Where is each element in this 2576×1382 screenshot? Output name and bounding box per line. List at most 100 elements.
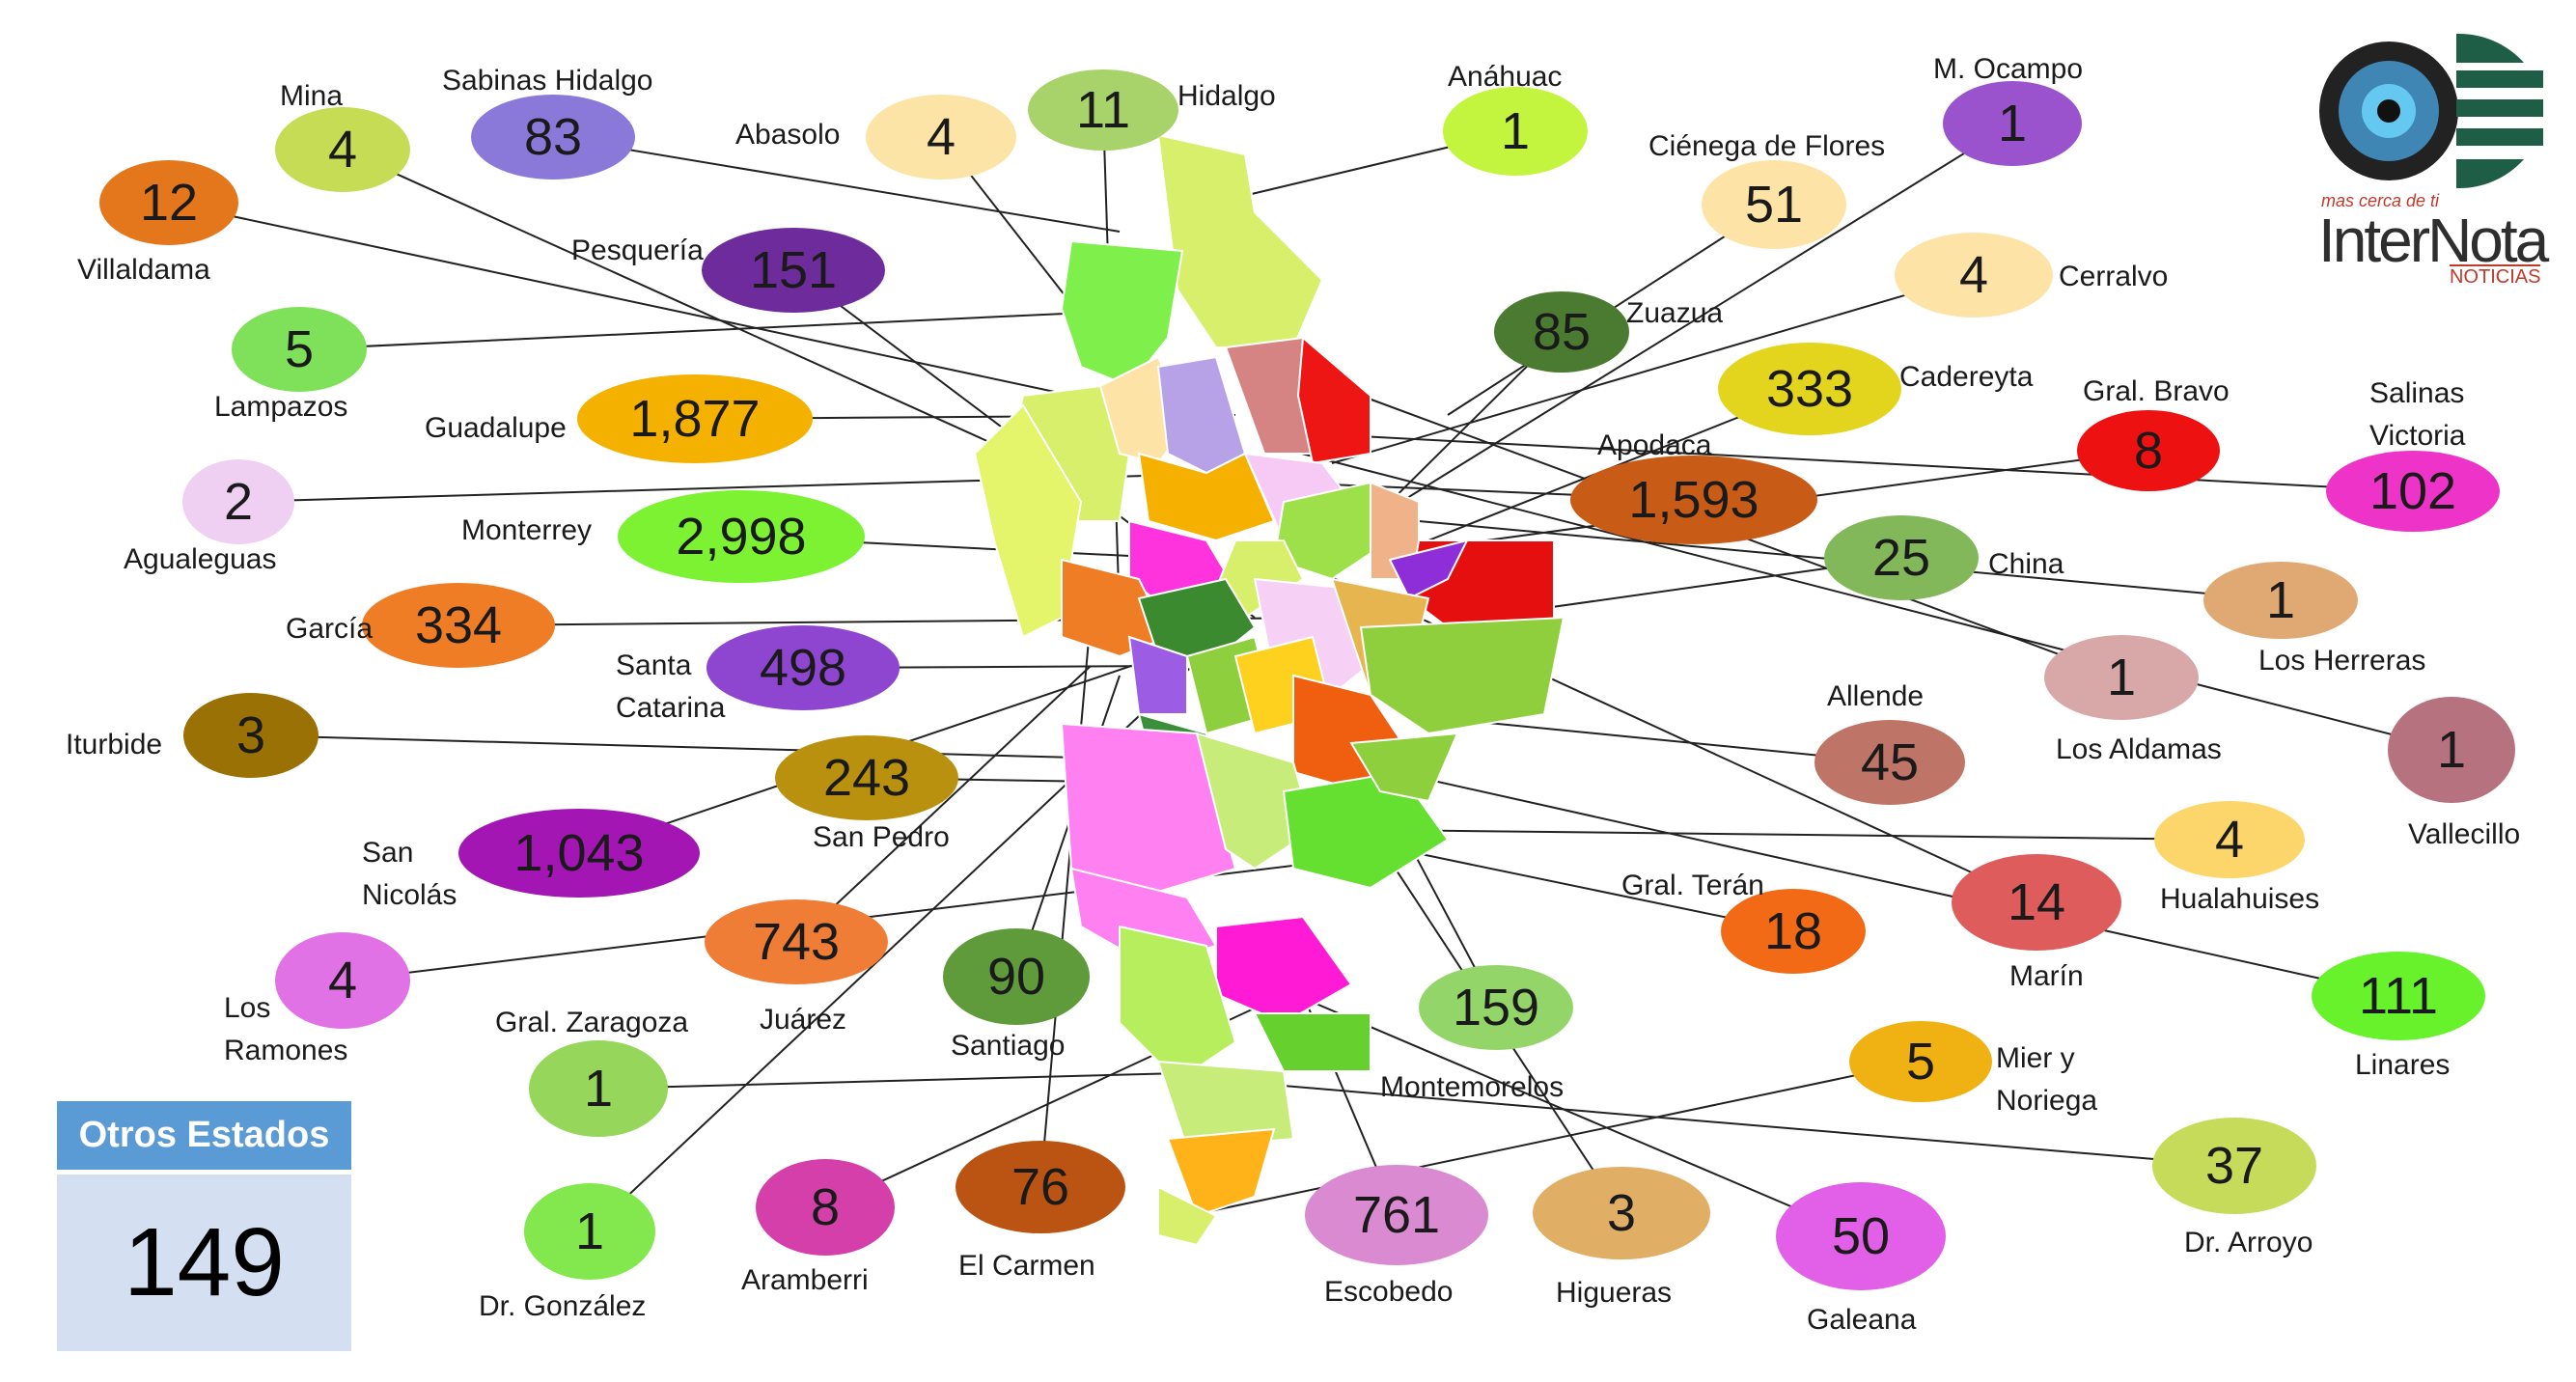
municipality-label-santiago: Santiago bbox=[951, 1030, 1066, 1062]
count-bubble-dr-gonzalez: 1 bbox=[524, 1183, 655, 1280]
count-bubble-san-nicolas: 1,043 bbox=[458, 809, 700, 898]
count-bubble-apodaca: 1,593 bbox=[1570, 456, 1817, 544]
municipality-label-monterrey: Monterrey bbox=[461, 514, 593, 546]
count-bubble-agualeguas: 2 bbox=[182, 459, 294, 544]
municipality-label-san-nicolas: San Nicolás bbox=[362, 837, 457, 911]
municipality-label-los-herreras: Los Herreras bbox=[2258, 645, 2426, 677]
count-bubble-galeana: 50 bbox=[1776, 1182, 1946, 1290]
municipality-label-hidalgo: Hidalgo bbox=[1177, 80, 1276, 112]
municipality-label-pesqueria: Pesquería bbox=[571, 235, 704, 266]
leader-line-cerralvo bbox=[1331, 273, 1975, 464]
municipality-label-gral-zaragoza: Gral. Zaragoza bbox=[495, 1007, 689, 1038]
leader-line-los-ramones bbox=[342, 848, 1429, 985]
municipality-label-los-ramones: Los Ramones bbox=[224, 992, 348, 1066]
count-bubble-hualahuises: 4 bbox=[2154, 801, 2305, 878]
count-bubble-villaldama: 12 bbox=[99, 160, 238, 245]
count-bubble-los-ramones: 4 bbox=[275, 932, 410, 1029]
count-bubble-santiago: 90 bbox=[943, 928, 1090, 1025]
count-bubble-mier-y-noriega: 5 bbox=[1849, 1021, 1992, 1102]
municipality-label-cerralvo: Cerralvo bbox=[2059, 261, 2169, 292]
leader-line-lampazos bbox=[298, 308, 1169, 355]
count-bubble-vallecillo: 1 bbox=[2388, 697, 2515, 803]
municipality-label-linares: Linares bbox=[2355, 1049, 2451, 1081]
municipality-label-los-aldamas: Los Aldamas bbox=[2056, 733, 2222, 765]
count-bubble-hidalgo: 11 bbox=[1028, 69, 1178, 151]
municipality-label-escobedo: Escobedo bbox=[1324, 1276, 1454, 1308]
municipality-label-el-carmen: El Carmen bbox=[958, 1250, 1095, 1282]
count-bubble-cienega-de-flores: 51 bbox=[1702, 160, 1846, 249]
municipality-label-sabinas-hidalgo: Sabinas Hidalgo bbox=[442, 65, 653, 97]
count-bubble-dr-arroyo: 37 bbox=[2152, 1118, 2316, 1214]
municipality-label-m-ocampo: M. Ocampo bbox=[1933, 53, 2084, 85]
leader-line-hualahuises bbox=[1379, 829, 2230, 845]
count-bubble-cadereyta: 333 bbox=[1718, 343, 1901, 435]
municipality-label-santa-catarina: Santa Catarina bbox=[616, 650, 726, 724]
municipality-label-marin: Marín bbox=[2009, 960, 2084, 992]
count-bubble-lampazos: 5 bbox=[232, 307, 367, 392]
count-bubble-monterrey: 2,998 bbox=[618, 490, 865, 583]
count-bubble-santa-catarina: 498 bbox=[706, 625, 900, 710]
count-bubble-montemorelos: 159 bbox=[1419, 965, 1573, 1050]
count-bubble-juarez: 743 bbox=[705, 899, 888, 984]
count-bubble-mina: 4 bbox=[275, 107, 410, 192]
municipality-label-salinas-victoria: Salinas Victoria bbox=[2369, 377, 2466, 452]
municipality-label-cadereyta: Cadereyta bbox=[1899, 361, 2034, 393]
count-bubble-los-aldamas: 1 bbox=[2044, 635, 2199, 720]
count-bubble-guadalupe: 1,877 bbox=[577, 374, 813, 463]
count-bubble-aramberri: 8 bbox=[756, 1159, 895, 1256]
municipality-label-anahuac: Anáhuac bbox=[1448, 61, 1563, 93]
leader-line-mier-y-noriega bbox=[1186, 1059, 1922, 1217]
municipality-label-san-pedro: San Pedro bbox=[813, 821, 950, 853]
count-bubble-gral-teran: 18 bbox=[1721, 889, 1866, 974]
municipality-label-juarez: Juárez bbox=[760, 1004, 847, 1036]
municipality-label-apodaca: Apodaca bbox=[1597, 429, 1712, 461]
count-bubble-m-ocampo: 1 bbox=[1943, 81, 2082, 166]
count-bubble-anahuac: 1 bbox=[1443, 87, 1588, 176]
count-bubble-escobedo: 761 bbox=[1305, 1165, 1488, 1265]
municipality-label-mier-y-noriega: Mier y Noriega bbox=[1996, 1042, 2098, 1117]
internota-logo bbox=[2319, 33, 2543, 189]
municipality-label-cienega-de-flores: Ciénega de Flores bbox=[1648, 130, 1886, 162]
municipality-label-aramberri: Aramberri bbox=[741, 1264, 869, 1296]
municipality-label-mina: Mina bbox=[280, 80, 344, 112]
municipality-label-montemorelos: Montemorelos bbox=[1380, 1071, 1565, 1103]
leader-line-galeana bbox=[1225, 964, 1862, 1237]
municipality-label-lampazos: Lampazos bbox=[214, 391, 348, 423]
count-bubble-gral-zaragoza: 1 bbox=[529, 1040, 668, 1137]
count-bubble-san-pedro: 243 bbox=[775, 735, 958, 820]
otros-estados-title: Otros Estados bbox=[57, 1101, 351, 1170]
leader-line-sabinas-hidalgo bbox=[552, 133, 1121, 233]
municipality-label-china: China bbox=[1988, 548, 2064, 580]
municipality-label-agualeguas: Agualeguas bbox=[124, 543, 277, 575]
municipality-label-hualahuises: Hualahuises bbox=[2160, 883, 2320, 915]
count-bubble-cerralvo: 4 bbox=[1895, 233, 2053, 318]
municipality-label-villaldama: Villaldama bbox=[77, 254, 210, 286]
logo-name: InterNota bbox=[2318, 206, 2549, 275]
leader-line-salinas-victoria bbox=[1321, 433, 2414, 497]
municipality-label-allende: Allende bbox=[1827, 680, 1925, 712]
leader-line-gral-zaragoza bbox=[597, 1070, 1256, 1094]
count-bubble-allende: 45 bbox=[1814, 720, 1965, 805]
logo-subtitle: NOTICIAS bbox=[2450, 264, 2541, 288]
count-bubble-garcia: 334 bbox=[362, 583, 555, 668]
leader-line-linares bbox=[1350, 761, 2399, 999]
count-bubble-gral-bravo: 8 bbox=[2077, 410, 2220, 491]
municipality-label-dr-gonzalez: Dr. González bbox=[479, 1290, 647, 1322]
municipality-label-vallecillo: Vallecillo bbox=[2408, 818, 2521, 850]
leader-line-vallecillo bbox=[1263, 443, 2452, 752]
municipality-label-dr-arroyo: Dr. Arroyo bbox=[2184, 1227, 2313, 1258]
count-bubble-higueras: 3 bbox=[1533, 1167, 1710, 1259]
municipality-label-garcia: García bbox=[286, 613, 374, 645]
otros-estados-count: 149 bbox=[57, 1175, 351, 1351]
count-bubble-china: 25 bbox=[1824, 515, 1979, 600]
count-bubble-sabinas-hidalgo: 83 bbox=[471, 95, 635, 180]
municipality-label-gral-teran: Gral. Terán bbox=[1621, 870, 1764, 901]
count-bubble-el-carmen: 76 bbox=[956, 1141, 1125, 1233]
count-bubble-marin: 14 bbox=[1952, 854, 2121, 951]
municipality-label-abasolo: Abasolo bbox=[735, 119, 841, 151]
count-bubble-salinas-victoria: 102 bbox=[2326, 451, 2500, 532]
municipality-label-galeana: Galeana bbox=[1807, 1304, 1917, 1336]
count-bubble-pesqueria: 151 bbox=[702, 228, 885, 313]
